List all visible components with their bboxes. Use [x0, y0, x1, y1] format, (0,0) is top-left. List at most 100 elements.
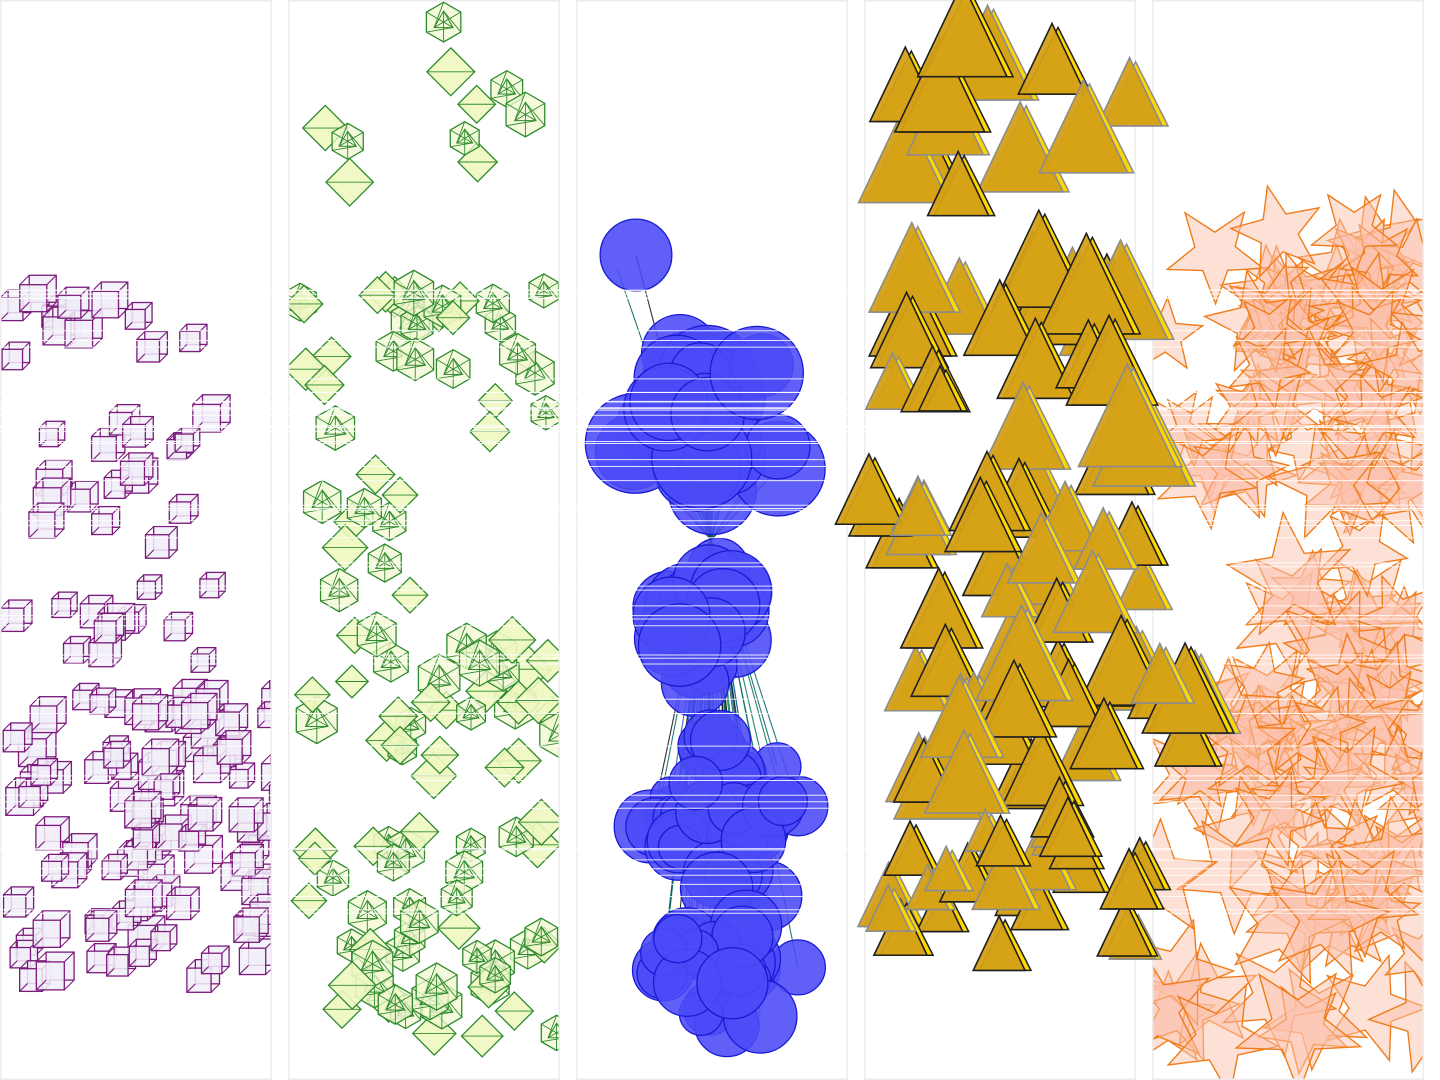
triangle-icon: [975, 813, 1032, 867]
icosahedron-icon: [415, 962, 458, 1011]
cube-icon: [91, 505, 121, 536]
icosahedron-icon: [479, 956, 512, 994]
cube-icon: [85, 909, 118, 942]
triangle-icon: [893, 35, 992, 133]
octahedron-icon: [399, 811, 440, 852]
triangle-icon: [971, 914, 1033, 972]
triangle-icon: [834, 452, 910, 526]
cube-icon: [179, 323, 208, 353]
cube-icon: [2, 886, 35, 918]
triangle-icon: [976, 658, 1058, 738]
octahedron-icon: [327, 960, 377, 1010]
star-icon: [1166, 983, 1281, 1080]
triangle-icon: [1069, 696, 1145, 770]
cube-icon: [136, 574, 163, 600]
cube-icon: [190, 646, 217, 673]
octahedron-icon: [525, 638, 560, 683]
circle-icon: [689, 709, 751, 772]
triangle-icon: [1052, 548, 1139, 634]
cube-icon: [141, 738, 180, 777]
octahedron-icon: [487, 615, 537, 665]
octahedron-icon: [380, 725, 420, 766]
cube-icon: [35, 951, 75, 991]
circle-icon: [709, 325, 805, 421]
cube-icon: [228, 762, 256, 789]
cube-icon: [124, 790, 162, 829]
triangle-icon: [962, 278, 1043, 357]
icosahedron-icon: [396, 337, 435, 382]
icosahedron-icon: [376, 843, 411, 882]
triangle-icon: [916, 0, 1015, 78]
star-icon: [1269, 854, 1392, 979]
octahedron-icon: [355, 454, 396, 495]
panel-stars: [1152, 184, 1424, 1080]
circle-icon: [696, 947, 769, 1020]
octahedron-icon: [484, 747, 525, 788]
cube-icon: [144, 525, 178, 559]
triangle-icon: [980, 380, 1072, 470]
cube-icon: [62, 635, 92, 665]
triangle-icon: [857, 106, 956, 204]
triangle-icon: [974, 603, 1075, 702]
icosahedron-icon: [435, 348, 471, 390]
cube-icon: [199, 571, 226, 599]
cube-icon: [29, 696, 67, 734]
triangle-icon: [1077, 362, 1184, 468]
octahedron-icon: [425, 46, 476, 97]
octahedron-icon: [494, 991, 535, 1031]
cube-icon: [35, 816, 70, 851]
triangle-icon: [1114, 554, 1174, 611]
cube-icon: [163, 611, 194, 642]
star-icon: [1228, 184, 1321, 279]
triangle-icon: [1017, 21, 1093, 95]
octahedron-icon: [325, 157, 375, 207]
icosahedron-icon: [440, 879, 473, 917]
cube-icon: [32, 910, 71, 949]
triangle-icon: [882, 819, 944, 876]
cube-icon: [119, 452, 154, 486]
star-icon: [1225, 510, 1352, 636]
octahedron-icon: [456, 84, 497, 124]
cube-icon: [103, 740, 132, 769]
star-icon: [1309, 193, 1399, 278]
panel-pyramids: [834, 0, 1242, 972]
octahedron-icon: [410, 682, 451, 723]
octahedron-icon: [517, 798, 560, 846]
icosahedron-icon: [524, 917, 559, 957]
octahedron-icon: [436, 906, 481, 951]
triangle-icon: [1099, 846, 1165, 910]
triangle-icon: [1153, 700, 1223, 767]
cube-icon: [165, 886, 200, 921]
panel-spheres: [584, 218, 829, 1058]
icosahedron-icon: [331, 122, 364, 161]
star-icon: [1227, 326, 1312, 411]
cube-icon: [233, 907, 269, 943]
triangle-icon: [1038, 795, 1104, 858]
cube-icon: [216, 729, 252, 765]
triangle-icon: [1095, 897, 1159, 957]
triangle-icon: [917, 364, 969, 412]
circle-icon: [637, 603, 722, 687]
star-icon: [1232, 770, 1326, 868]
cube-icon: [124, 301, 153, 330]
star-icon: [1325, 953, 1424, 1063]
cube-icon: [136, 330, 169, 363]
triangle-icon: [889, 476, 953, 537]
triangle-icon: [970, 842, 1042, 911]
circle-icon: [599, 218, 673, 292]
cube-icon: [200, 945, 230, 975]
octahedron-icon: [358, 275, 397, 315]
octahedron-icon: [321, 524, 369, 572]
icosahedron-icon: [295, 695, 338, 745]
cube-icon: [66, 480, 99, 513]
circle-icon: [668, 755, 724, 811]
octahedron-icon: [293, 676, 331, 714]
cube-icon: [1, 341, 31, 371]
circle-icon: [653, 913, 703, 964]
icosahedron-icon: [528, 273, 560, 309]
icosahedron-icon: [302, 479, 342, 525]
star-icon: [1234, 972, 1363, 1080]
triangle-icon: [867, 220, 962, 313]
icosahedron-icon: [425, 1, 462, 43]
